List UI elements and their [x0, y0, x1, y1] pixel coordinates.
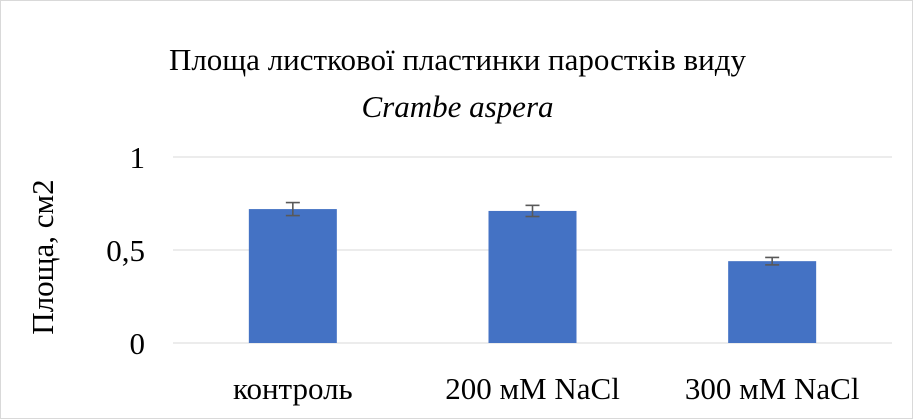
bar [248, 209, 337, 343]
chart-title: Площа листкової пластинки паростків виду [168, 42, 747, 77]
x-tick-label: 300 мМ NaCl [685, 371, 860, 406]
chart-subtitle: Crambe aspera [361, 89, 554, 124]
x-tick-label: контроль [233, 371, 353, 406]
bar [728, 261, 817, 343]
bar [488, 210, 577, 343]
y-tick-label: 1 [130, 140, 146, 175]
y-tick-label: 0 [130, 326, 146, 361]
x-tick-label: 200 мМ NaCl [445, 371, 620, 406]
y-tick-label: 0,5 [106, 233, 145, 268]
